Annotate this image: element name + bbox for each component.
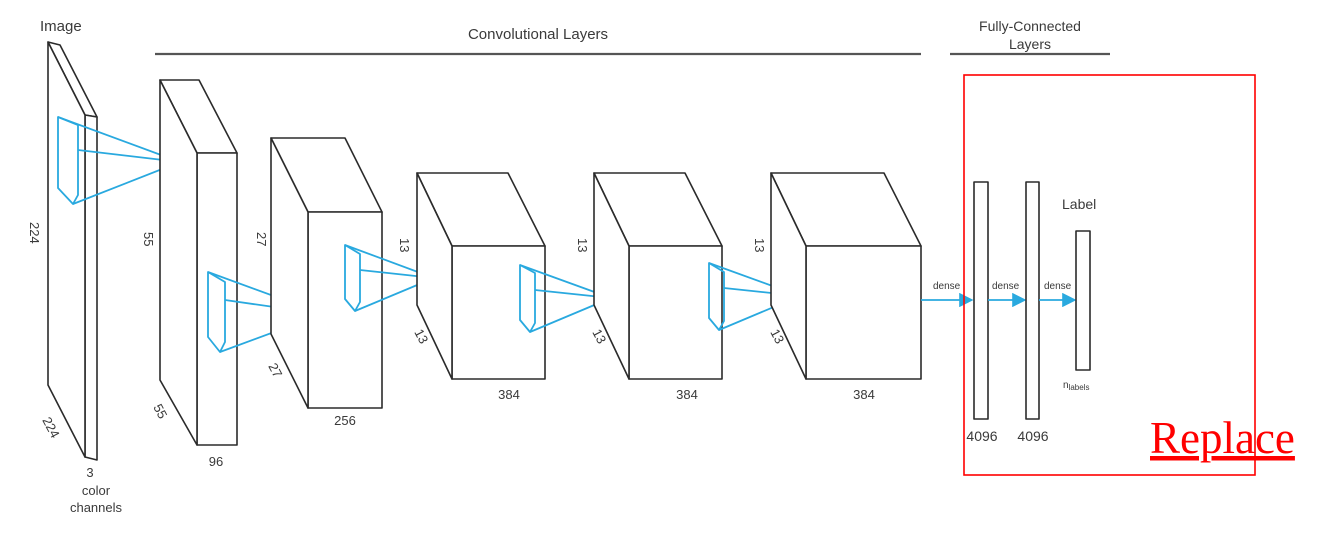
input-depth-label: 3	[86, 465, 93, 480]
conv5-depth-label: 384	[853, 387, 875, 402]
label-size-sub: labels	[1069, 383, 1090, 392]
replace-overlay-text: Replace	[1150, 413, 1295, 463]
conv1-depth-label: 96	[209, 454, 223, 469]
fc2-size-label: 4096	[1017, 428, 1048, 444]
image-header: Image	[40, 18, 82, 35]
dense-label-2: dense	[992, 281, 1020, 292]
label-size: nlabels	[1063, 380, 1089, 392]
input-width-label: 224	[39, 414, 62, 440]
conv3-block	[416, 172, 546, 380]
conv3-height-label: 13	[397, 238, 412, 252]
conv4-width-label: 13	[589, 326, 609, 346]
input-height-label: 224	[27, 222, 42, 244]
dense-label-3: dense	[1044, 281, 1072, 292]
fc-layers-header-line1: Fully-Connected	[979, 18, 1081, 34]
dense-label-1: dense	[933, 281, 961, 292]
conv4-depth-label: 384	[676, 387, 698, 402]
label-size-n: n	[1063, 380, 1069, 391]
conv5-width-label: 13	[767, 326, 787, 346]
input-depth-caption-1: color	[82, 483, 111, 498]
conv5-height-label: 13	[752, 238, 767, 252]
conv2-depth-label: 256	[334, 413, 356, 428]
input-depth-caption-2: channels	[70, 500, 123, 515]
conv1-block	[159, 79, 238, 446]
fc1-size-label: 4096	[966, 428, 997, 444]
fc-layers-header-line2: Layers	[1009, 36, 1051, 52]
conv2-height-label: 27	[254, 232, 269, 246]
conv2-width-label: 27	[265, 360, 285, 380]
conv5-block	[770, 172, 922, 380]
conv1-height-label: 55	[141, 232, 156, 246]
label-title: Label	[1062, 196, 1096, 212]
fc1-layer	[973, 181, 989, 420]
label-layer	[1075, 230, 1091, 371]
input-image-block	[47, 41, 98, 461]
conv4-height-label: 13	[575, 238, 590, 252]
conv3-depth-label: 384	[498, 387, 520, 402]
conv-layers-header: Convolutional Layers	[468, 26, 608, 43]
fc2-layer	[1025, 181, 1040, 420]
conv1-width-label: 55	[150, 401, 170, 421]
replace-highlight-box	[963, 74, 1256, 476]
conv3-width-label: 13	[411, 326, 431, 346]
conv4-block	[593, 172, 723, 380]
conv2-block	[270, 137, 383, 409]
